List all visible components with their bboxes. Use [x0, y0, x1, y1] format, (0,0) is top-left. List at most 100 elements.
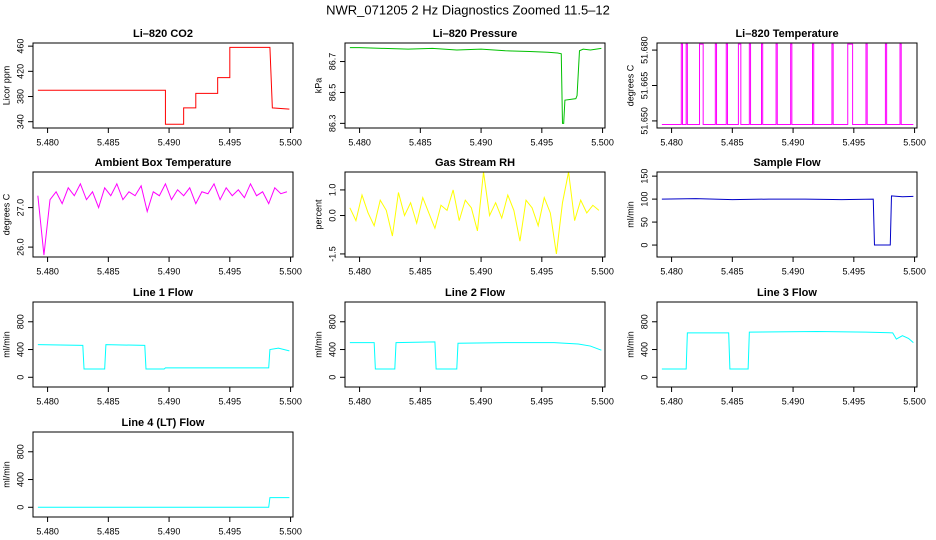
x-tick-label: 5.480 [36, 137, 59, 147]
x-tick-label: 5.485 [721, 137, 744, 147]
y-tick-label: 86.7 [327, 53, 337, 71]
panel-title: Ambient Box Temperature [95, 157, 232, 169]
x-tick-label: 5.480 [36, 266, 59, 276]
y-tick-label: 400 [327, 342, 337, 357]
x-tick-label: 5.495 [219, 266, 242, 276]
panel: Ambient Box Temperature degrees C 5.480 5.4… [1, 157, 301, 276]
panel: Li–820 Temperature degrees C 5.480 5.485 5.4… [625, 28, 925, 147]
x-tick-label: 5.500 [903, 266, 926, 276]
x-tick-label: 5.485 [97, 396, 120, 406]
x-tick-label: 5.495 [531, 396, 554, 406]
x-tick-label: 5.500 [591, 266, 614, 276]
x-tick-label: 5.485 [97, 137, 120, 147]
x-tick-label: 5.485 [721, 266, 744, 276]
x-tick-label: 5.490 [782, 396, 805, 406]
x-tick-label: 5.490 [158, 266, 181, 276]
x-tick-label: 5.485 [721, 396, 744, 406]
y-tick-label: 0 [639, 375, 649, 380]
plot-frame [32, 431, 294, 518]
y-tick-label: 0.0 [327, 209, 337, 222]
x-tick-label: 5.500 [903, 137, 926, 147]
x-tick-label: 5.500 [591, 137, 614, 147]
y-tick-label: 51.650 [639, 107, 649, 135]
x-tick-label: 5.485 [409, 396, 432, 406]
x-tick-label: 5.485 [97, 526, 120, 536]
y-tick-label: 340 [15, 114, 25, 129]
x-tick-label: 5.500 [591, 396, 614, 406]
x-tick-label: 5.495 [843, 396, 866, 406]
x-tick-label: 5.500 [903, 396, 926, 406]
y-axis-label: ml/min [1, 331, 11, 358]
data-line [37, 182, 288, 256]
plot-frame [344, 171, 606, 258]
x-tick-label: 5.495 [531, 266, 554, 276]
y-axis-label: degrees C [1, 193, 11, 235]
y-tick-label: 0 [639, 243, 649, 248]
x-tick-label: 5.490 [158, 526, 181, 536]
y-tick-label: 86.3 [327, 115, 337, 133]
page-title: NWR_071205 2 Hz Diagnostics Zoomed 11.5–… [326, 2, 610, 17]
plot-frame [32, 301, 294, 388]
x-tick-label: 5.480 [348, 266, 371, 276]
y-tick-label: 400 [15, 472, 25, 487]
x-tick-label: 5.495 [843, 137, 866, 147]
y-tick-label: 27.0 [15, 199, 25, 217]
y-tick-label: 420 [15, 64, 25, 79]
y-tick-label: 800 [15, 444, 25, 459]
y-tick-label: 400 [639, 342, 649, 357]
panel-title: Li–820 Pressure [433, 28, 517, 40]
x-tick-label: 5.485 [409, 266, 432, 276]
plot-frame [656, 42, 918, 129]
y-axis-label: degrees C [625, 64, 635, 106]
panel-title: Line 1 Flow [133, 287, 193, 299]
plot-frame [656, 301, 918, 388]
plot-frame [344, 301, 606, 388]
x-tick-label: 5.490 [782, 266, 805, 276]
data-line [349, 341, 602, 370]
x-tick-label: 5.490 [782, 137, 805, 147]
panel-title: Gas Stream RH [435, 157, 515, 169]
y-tick-label: 460 [15, 39, 25, 54]
data-line [661, 330, 914, 370]
y-tick-label: 380 [15, 89, 25, 104]
y-tick-label: 100 [639, 192, 649, 207]
y-tick-label: 86.5 [327, 84, 337, 102]
x-tick-label: 5.480 [660, 396, 683, 406]
y-axis-label: ml/min [1, 461, 11, 488]
y-axis-label: ml/min [313, 331, 323, 358]
y-tick-label: 51.665 [639, 72, 649, 100]
data-line [661, 195, 914, 246]
x-tick-label: 5.490 [470, 137, 493, 147]
y-axis-label: ml/min [625, 331, 635, 358]
y-tick-label: 400 [15, 342, 25, 357]
data-line [349, 171, 600, 255]
x-tick-label: 5.490 [470, 266, 493, 276]
y-tick-label: 800 [15, 314, 25, 329]
y-tick-label: -1.5 [327, 246, 337, 262]
y-tick-label: 150 [639, 169, 649, 184]
panel-title: Li–820 CO2 [133, 28, 193, 40]
panel: Line 4 (LT) Flow ml/min 5.480 5.485 5.490 5.4… [1, 417, 301, 536]
panel: Li–820 CO2 Licor ppm 5.480 5.485 5.490 5.495 5… [1, 28, 301, 147]
plot-frame [656, 171, 918, 258]
x-tick-label: 5.495 [219, 137, 242, 147]
panel: Line 1 Flow ml/min 5.480 5.485 5.490 5.495 5.5… [1, 287, 301, 406]
y-axis-label: kPa [313, 78, 323, 94]
panel-title: Line 2 Flow [445, 287, 505, 299]
y-tick-label: 800 [639, 314, 649, 329]
panel: Line 2 Flow ml/min 5.480 5.485 5.490 5.495 5.5… [313, 287, 613, 406]
x-tick-label: 5.500 [279, 396, 302, 406]
panel-title: Li–820 Temperature [735, 28, 838, 40]
x-tick-label: 5.480 [660, 137, 683, 147]
y-tick-label: 51.680 [639, 36, 649, 64]
x-tick-label: 5.500 [279, 266, 302, 276]
panel: Sample Flow ml/min 5.480 5.485 5.490 5.495 5.5… [625, 157, 925, 276]
data-line [349, 47, 602, 124]
data-line [661, 43, 914, 125]
x-tick-label: 5.480 [348, 396, 371, 406]
y-tick-label: 0 [327, 375, 337, 380]
x-tick-label: 5.500 [279, 526, 302, 536]
plot-frame [32, 42, 294, 129]
y-tick-label: 0 [15, 375, 25, 380]
